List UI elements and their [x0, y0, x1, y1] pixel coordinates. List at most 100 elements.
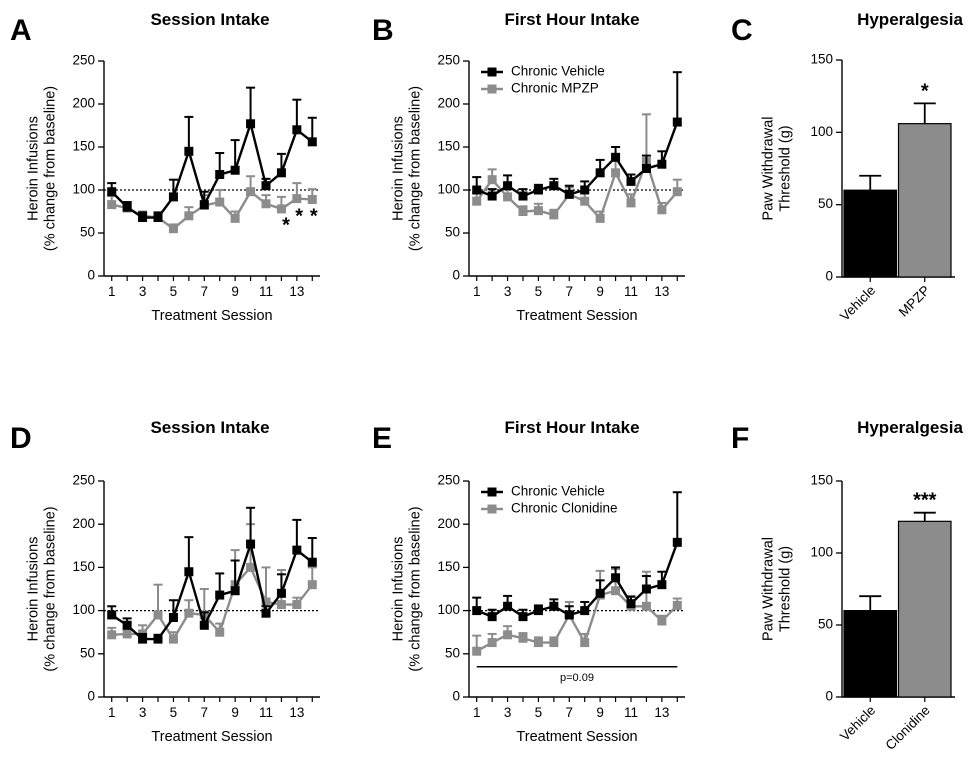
legend: Chronic Vehicle Chronic MPZP	[481, 64, 605, 96]
data-point	[580, 606, 590, 616]
x-tick-label: 13	[654, 705, 669, 720]
data-point	[472, 646, 482, 656]
data-point	[549, 210, 559, 220]
data-point	[595, 588, 605, 598]
x-tick-label: 1	[108, 284, 116, 299]
x-tick-label: 11	[259, 284, 273, 299]
data-point	[503, 181, 513, 191]
comparison-p-value: p=0.09	[560, 672, 594, 684]
y-axis-title-line: Heroin Infusions	[390, 116, 406, 221]
y-tick-label: 200	[72, 516, 95, 531]
y-tick-label: 50	[818, 617, 833, 632]
data-point	[533, 638, 543, 648]
data-point	[168, 192, 178, 202]
y-axis-title-line: Heroin Infusions	[25, 116, 41, 221]
data-point	[168, 224, 178, 234]
series-vehicle	[107, 86, 317, 223]
data-point	[657, 616, 667, 626]
y-tick-label: 150	[810, 473, 833, 488]
panel-letter: A	[10, 14, 32, 47]
data-point	[307, 580, 317, 590]
data-point	[518, 207, 528, 216]
data-point	[153, 610, 163, 620]
data-point	[472, 196, 482, 206]
x-tick-label: 3	[504, 284, 512, 299]
x-tick-label: 3	[139, 284, 147, 299]
significance-marker: ***	[913, 490, 937, 512]
data-point	[138, 634, 148, 644]
data-point	[595, 168, 605, 178]
data-point	[595, 213, 605, 223]
data-point	[657, 205, 667, 215]
legend-marker	[487, 487, 497, 497]
x-tick-label: 13	[289, 705, 304, 720]
data-point	[503, 630, 513, 640]
data-point	[107, 610, 117, 620]
data-point	[672, 537, 682, 547]
data-point	[199, 200, 209, 210]
data-point	[487, 612, 497, 622]
y-tick-label: 0	[87, 268, 95, 283]
data-point	[261, 199, 271, 209]
data-point	[611, 168, 621, 178]
x-tick-label: 7	[566, 705, 574, 720]
y-axis-title: Paw Withdrawal Threshold (g)	[760, 537, 793, 641]
y-tick-label: 0	[825, 269, 833, 284]
data-point	[549, 638, 559, 648]
x-tick-label: 5	[170, 284, 178, 299]
panel-letter: C	[731, 14, 753, 47]
data-point	[307, 137, 317, 147]
y-axis-title-line: (% change from baseline)	[407, 506, 423, 671]
data-point	[611, 573, 621, 583]
bar-drug	[897, 520, 952, 698]
x-tick-label: 1	[473, 284, 481, 299]
y-tick-label: 250	[437, 473, 460, 488]
x-tick-label: Clonidine	[882, 703, 932, 753]
y-tick-label: 100	[810, 124, 833, 139]
x-tick-label: 5	[535, 284, 543, 299]
data-point	[215, 627, 225, 637]
y-axis-title: Paw Withdrawal Threshold (g)	[760, 117, 793, 221]
data-point	[549, 601, 559, 611]
data-point	[122, 202, 132, 212]
data-point	[168, 634, 178, 644]
data-point	[122, 620, 132, 630]
x-tick-label: 11	[624, 284, 638, 299]
data-point	[518, 612, 528, 622]
y-tick-label: 150	[437, 559, 460, 574]
data-point	[611, 586, 621, 596]
x-tick-label: 7	[566, 284, 574, 299]
y-tick-label: 0	[452, 268, 460, 283]
y-axis-title-line: Threshold (g)	[777, 125, 793, 211]
data-point	[487, 638, 497, 648]
y-tick-label: 50	[80, 225, 95, 240]
data-point	[533, 206, 543, 216]
x-axis-title: Treatment Session	[151, 308, 272, 324]
data-point	[580, 185, 590, 195]
panel-letter: F	[731, 422, 749, 455]
x-tick-label: 13	[289, 284, 304, 299]
x-axis-title: Treatment Session	[151, 729, 272, 745]
data-point	[246, 539, 256, 549]
x-tick-label: 9	[596, 705, 604, 720]
data-point	[215, 590, 225, 600]
y-tick-label: 50	[818, 196, 833, 211]
data-point	[292, 545, 302, 555]
x-tick-label: 3	[139, 705, 147, 720]
significance-marker: *	[310, 206, 318, 228]
panel-title: First Hour Intake	[504, 10, 639, 29]
x-tick-label: 9	[231, 284, 239, 299]
y-tick-label: 150	[72, 139, 95, 154]
data-point	[641, 584, 651, 594]
data-point	[184, 608, 194, 618]
y-axis-title-line: Paw Withdrawal	[760, 117, 776, 221]
data-point	[487, 175, 497, 185]
data-point	[657, 159, 667, 169]
data-point	[107, 630, 117, 640]
data-point	[276, 588, 286, 598]
x-tick-label: 11	[259, 705, 273, 720]
data-point	[215, 170, 225, 180]
y-tick-label: 200	[72, 96, 95, 111]
